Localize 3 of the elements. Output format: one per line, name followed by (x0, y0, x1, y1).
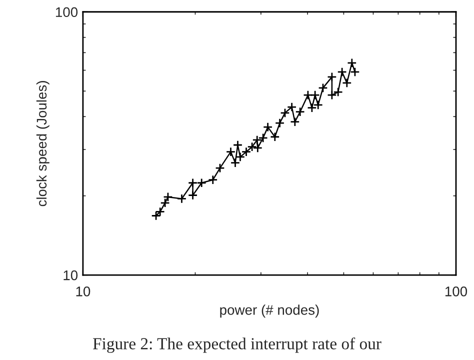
y-axis-title: clock speed (Joules) (36, 81, 50, 206)
caption: Figure 2: The expected interrupt rate of our (93, 337, 382, 353)
x-axis-title: power (# nodes) (220, 304, 319, 318)
